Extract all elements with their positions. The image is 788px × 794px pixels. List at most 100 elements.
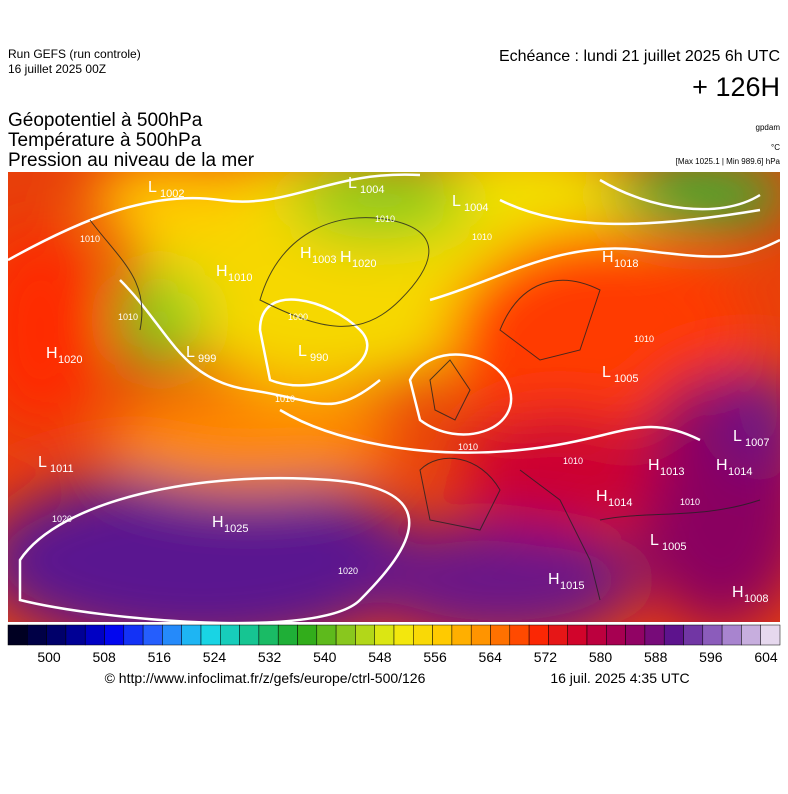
center-value: 1020: [352, 258, 376, 270]
colorbar-box: [548, 624, 568, 646]
title: Température à 500hPa: [8, 130, 202, 151]
center-kind: L: [348, 175, 357, 192]
colorbar-box: [46, 624, 67, 646]
colorbar-box: [181, 624, 202, 646]
center-kind: H: [602, 249, 614, 266]
colorbar-box: [162, 624, 182, 646]
colorbar-tick: 604: [754, 649, 778, 665]
center-value: 1004: [464, 202, 488, 214]
isobar-label: 1010: [275, 394, 295, 404]
colorbar-tick: 548: [368, 649, 392, 665]
colorbar-tick: 500: [37, 649, 61, 665]
issue-time: 16 juil. 2025 4:35 UTC: [550, 670, 689, 686]
colorbar-box: [335, 624, 356, 646]
colorbar-box: [258, 624, 279, 646]
center-value: 1003: [312, 254, 336, 266]
isobar-labels: 1010 1010 1010 1000 1010 1010 1010 1010 1010 1020…: [52, 214, 700, 576]
run-date: 16 juillet 2025 00Z: [8, 62, 106, 76]
colorbar-box: [721, 624, 742, 646]
colorbar-tick: 580: [589, 649, 613, 665]
colorbar-box: [200, 624, 221, 646]
colorbar-box: [297, 624, 318, 646]
map: [8, 172, 780, 622]
center-kind: H: [596, 488, 608, 505]
isobar-label: 1020: [52, 514, 72, 524]
isobar-label: 1010: [118, 312, 138, 322]
colorbar-box: [355, 624, 375, 646]
colorbar-box: [606, 624, 626, 646]
colorbar-box: [393, 624, 414, 646]
colorbar-box: [84, 624, 105, 646]
isobar-label: 1010: [375, 214, 395, 224]
center-kind: H: [548, 571, 560, 588]
colorbar-box: [374, 624, 395, 646]
colorbar-box: [586, 624, 607, 646]
center-kind: L: [733, 428, 742, 445]
run: Run GEFS (run controle): [8, 47, 141, 61]
unit: gpdam: [756, 123, 781, 132]
center-kind: H: [300, 245, 312, 262]
center-value: 1020: [58, 354, 82, 366]
lead-time: + 126H: [692, 72, 780, 102]
center-value: 990: [310, 352, 328, 364]
center-kind: H: [216, 263, 228, 280]
colorbar-box: [509, 624, 530, 646]
colorbar-box: [239, 624, 260, 646]
echeance: Echéance : lundi 21 juillet 2025 6h UTC: [499, 48, 780, 65]
center-value: 1008: [744, 593, 768, 605]
unit: °C: [771, 143, 780, 152]
colorbar-box: [625, 624, 646, 646]
center-kind: H: [648, 457, 660, 474]
colorbar-box: [490, 624, 511, 646]
colorbar-box: [663, 624, 684, 646]
center-value: 1015: [560, 580, 584, 592]
center-value: 1005: [662, 541, 686, 553]
title: Pression au niveau de la mer: [8, 150, 255, 171]
colorbar-box: [27, 624, 47, 646]
center-kind: L: [602, 364, 611, 381]
center-kind: H: [46, 345, 58, 362]
isobar-label: 1020: [338, 566, 358, 576]
colorbar-tick: 524: [203, 649, 227, 665]
center-value: 999: [198, 353, 216, 365]
center-value: 1025: [224, 523, 248, 535]
colorbar-box: [683, 624, 704, 646]
center-kind: H: [340, 249, 352, 266]
center-value: 1018: [614, 258, 638, 270]
colorbar-tick: 532: [258, 649, 282, 665]
center-kind: L: [148, 179, 157, 196]
source-url: © http://www.infoclimat.fr/z/gefs/europe…: [105, 670, 426, 686]
colorbar-box: [316, 624, 337, 646]
colorbar-box: [760, 624, 781, 646]
colorbar-box: [142, 624, 163, 646]
colorbar-tick: 588: [644, 649, 668, 665]
colorbar-box: [741, 624, 761, 646]
colorbar: 500 508 516 524 532 540 548 556 564 572 580 588 596 6…: [7, 624, 781, 665]
colorbar-tick: 556: [423, 649, 447, 665]
colorbar-box: [702, 624, 723, 646]
center-value: 1004: [360, 184, 384, 196]
center-value: 1013: [660, 466, 684, 478]
center-value: 1014: [608, 497, 632, 509]
colorbar-box: [470, 624, 491, 646]
center-kind: H: [212, 514, 224, 531]
center-value: 1002: [160, 188, 184, 200]
center-kind: L: [298, 343, 307, 360]
colorbar-tick: 516: [148, 649, 172, 665]
colorbar-box: [104, 624, 125, 646]
colorbar-box: [7, 624, 28, 646]
isobar-label: 1010: [472, 232, 492, 242]
colorbar-box: [413, 624, 433, 646]
colorbar-box: [528, 624, 549, 646]
isobar-label: 1010: [680, 497, 700, 507]
center-kind: L: [650, 532, 659, 549]
isobar-label: 1010: [80, 234, 100, 244]
colorbar-box: [644, 624, 665, 646]
colorbar-box: [123, 624, 144, 646]
title: Géopotentiel à 500hPa: [8, 110, 203, 131]
isobar-label: 1000: [288, 312, 308, 322]
isobar-label: 1010: [634, 334, 654, 344]
center-kind: L: [38, 454, 47, 471]
